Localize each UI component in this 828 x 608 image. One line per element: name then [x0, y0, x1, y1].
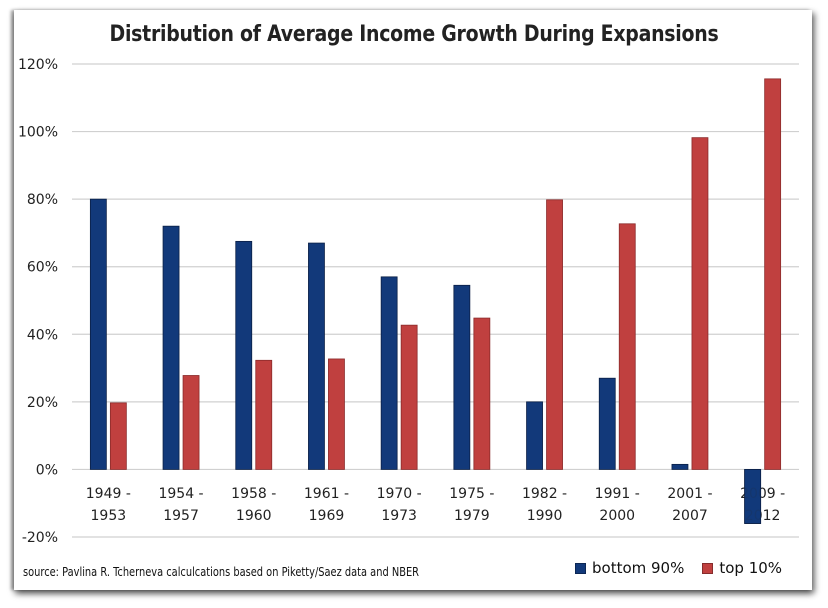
x-tick-label: 1975 -: [449, 486, 494, 502]
x-tick-label: 1973: [381, 508, 417, 524]
x-tick-label: 1982 -: [522, 486, 567, 502]
x-tick-label: 2000: [599, 508, 635, 524]
y-tick-label: 80%: [27, 192, 58, 208]
legend-swatch-top-10: [702, 562, 714, 574]
bar-bottom-90: [380, 276, 398, 470]
y-tick-label: 20%: [27, 395, 58, 411]
bar-top-10: [546, 199, 563, 470]
bar-top-10: [618, 223, 636, 470]
x-tick-label: 1990: [527, 508, 563, 524]
bar-bottom-90: [308, 242, 325, 470]
x-tick-label: 1957: [163, 508, 199, 524]
x-tick-label: 2007: [672, 508, 708, 524]
bar-top-10: [764, 78, 782, 470]
bar-top-10: [400, 324, 418, 470]
bar-top-10: [109, 402, 127, 470]
bars: [89, 78, 782, 524]
chart-card: [14, 10, 812, 590]
x-tick-label: 2001 -: [667, 486, 712, 502]
y-tick-label: 120%: [18, 57, 58, 73]
legend-swatch-bottom-90: [575, 562, 586, 574]
bar-bottom-90: [453, 284, 471, 470]
bar-bottom-90: [89, 198, 107, 470]
x-tick-label: 1960: [236, 508, 272, 524]
bar-bottom-90: [526, 401, 543, 470]
x-tick-label: 1949 -: [86, 486, 131, 502]
bar-top-10: [182, 375, 200, 470]
bar-negative-overlay: [744, 469, 762, 524]
x-tick-label: 1979: [454, 508, 490, 524]
bar-top-10: [255, 359, 273, 470]
y-tick-label: 60%: [27, 260, 58, 276]
bar-bottom-90: [162, 225, 180, 470]
y-tick-label: -20%: [22, 530, 58, 546]
bar-bottom-90: [598, 377, 616, 470]
legend-label: top 10%: [719, 559, 783, 577]
x-axis-ticks: 1949 - 1953 1954 - 1957 1958 - 1960 1961 - 1969…: [86, 486, 785, 524]
gridlines: [72, 63, 799, 538]
y-tick-label: 0%: [36, 462, 58, 478]
chart-title: Distribution of Average Income Growth Du…: [109, 22, 719, 47]
y-tick-label: 100%: [18, 125, 58, 141]
bar-top-10: [473, 317, 491, 470]
x-tick-label: 1969: [309, 508, 345, 524]
source-note: source: Pavlina R. Tcherneva calculcatio…: [23, 565, 419, 579]
bar-bottom-90: [235, 240, 253, 470]
legend-label: bottom 90%: [592, 559, 685, 577]
x-tick-label: 1991 -: [595, 486, 640, 502]
legend-item-bottom-90: bottom 90%: [575, 559, 684, 577]
legend: bottom 90% top 10%: [575, 559, 800, 577]
x-tick-label: 1953: [91, 508, 127, 524]
legend-item-top-10: top 10%: [702, 559, 782, 577]
x-tick-label: 1958 -: [231, 486, 276, 502]
y-tick-label: 40%: [27, 327, 58, 343]
bar-top-10: [691, 137, 709, 470]
x-tick-label: 1961 -: [304, 486, 349, 502]
y-axis-ticks: 120% 100% 80% 60% 40% 20% 0% -20%: [18, 57, 58, 546]
x-tick-label: 1970 -: [377, 486, 422, 502]
x-tick-label: 1954 -: [158, 486, 203, 502]
bar-bottom-90: [671, 463, 689, 470]
bar-top-10: [328, 358, 345, 470]
